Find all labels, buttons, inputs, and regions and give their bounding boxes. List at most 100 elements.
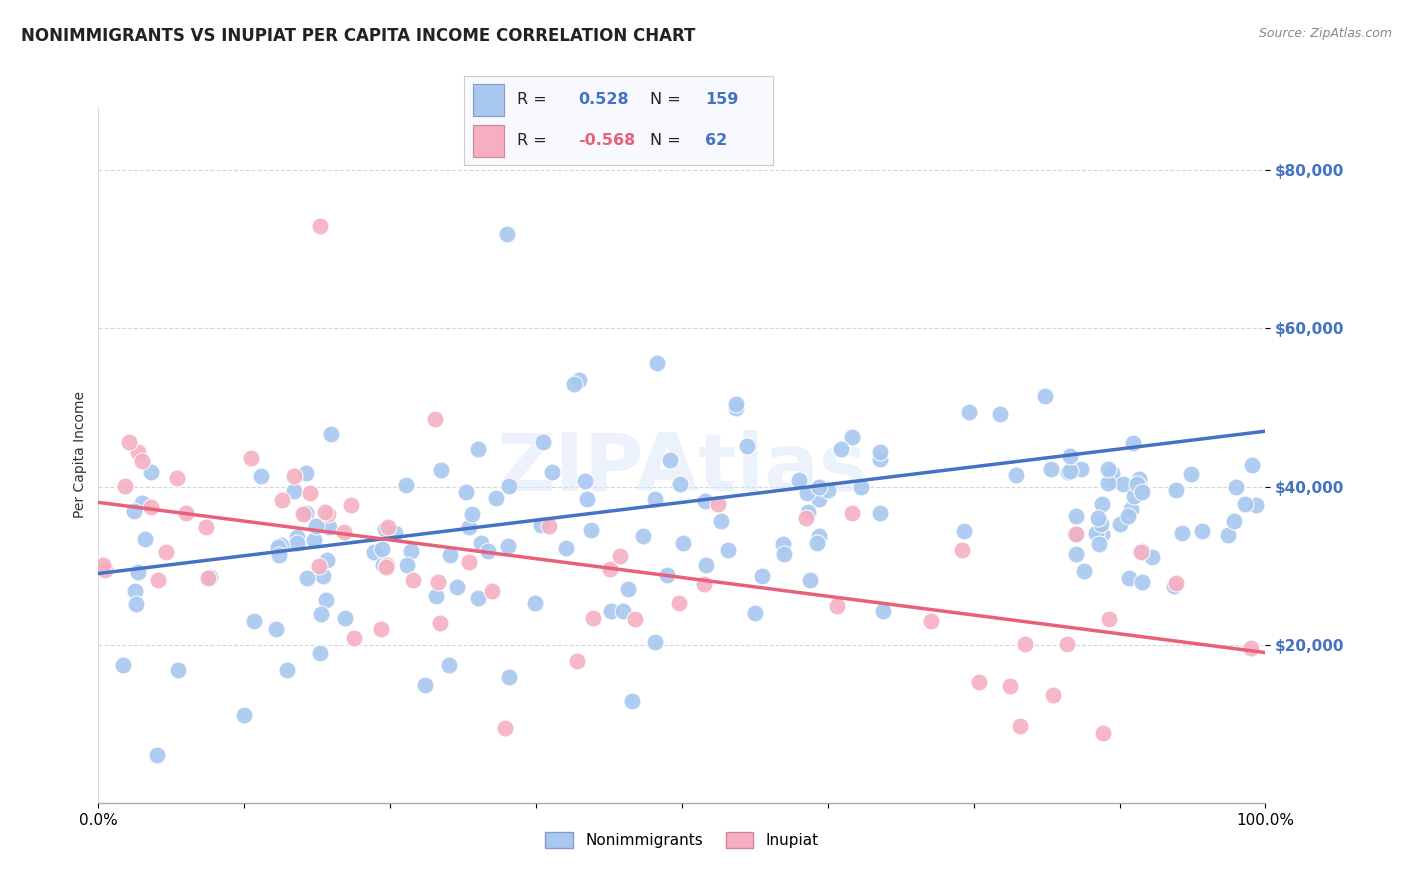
Point	[693, 493, 716, 508]
Point	[1056, 637, 1078, 651]
Point	[574, 475, 596, 489]
Point	[1090, 516, 1112, 531]
Point	[1121, 502, 1143, 516]
Point	[1118, 571, 1140, 585]
Point	[609, 549, 631, 564]
Point	[1042, 689, 1064, 703]
Point	[295, 466, 318, 480]
Point	[530, 517, 553, 532]
Point	[1163, 578, 1185, 592]
Point	[319, 427, 342, 442]
Point	[314, 504, 336, 518]
Point	[467, 442, 489, 457]
Point	[498, 670, 520, 684]
Text: 159: 159	[706, 93, 738, 107]
Point	[363, 544, 385, 558]
Point	[1240, 458, 1263, 473]
Point	[423, 412, 446, 426]
Point	[249, 469, 271, 483]
Point	[1125, 476, 1147, 491]
Point	[1059, 449, 1081, 463]
Point	[872, 604, 894, 618]
Point	[1101, 473, 1123, 487]
Point	[267, 548, 290, 562]
Point	[568, 373, 591, 387]
Point	[198, 570, 221, 584]
Point	[1091, 497, 1114, 511]
Text: R =: R =	[516, 134, 551, 148]
Point	[1191, 524, 1213, 539]
Point	[537, 519, 560, 533]
Point	[467, 591, 489, 605]
Point	[533, 435, 555, 450]
Point	[555, 541, 578, 555]
Point	[134, 533, 156, 547]
Point	[371, 558, 394, 572]
Point	[1091, 527, 1114, 541]
Point	[1216, 527, 1239, 541]
Point	[1130, 574, 1153, 589]
Point	[1122, 490, 1144, 504]
Point	[298, 486, 321, 500]
Point	[1064, 527, 1087, 541]
Point	[807, 480, 830, 494]
Point	[672, 536, 695, 550]
Point	[564, 377, 586, 392]
Point	[276, 663, 298, 677]
Text: N =: N =	[650, 93, 686, 107]
Point	[710, 514, 733, 528]
Point	[1122, 436, 1144, 450]
Point	[127, 445, 149, 459]
Point	[1109, 517, 1132, 532]
Point	[1140, 549, 1163, 564]
Point	[799, 574, 821, 588]
Point	[599, 562, 621, 576]
Point	[717, 543, 740, 558]
Text: ZIPAtlas: ZIPAtlas	[496, 430, 868, 508]
Point	[498, 539, 520, 553]
Point	[384, 526, 406, 541]
Point	[841, 506, 863, 520]
Point	[477, 544, 499, 558]
Point	[695, 558, 717, 573]
Text: 62: 62	[706, 134, 727, 148]
Point	[131, 496, 153, 510]
Point	[967, 675, 990, 690]
Point	[612, 604, 634, 618]
Point	[1234, 497, 1257, 511]
Point	[470, 536, 492, 550]
Point	[309, 219, 332, 233]
Point	[285, 536, 308, 550]
Point	[817, 483, 839, 498]
Point	[285, 530, 308, 544]
Point	[644, 634, 666, 648]
Point	[481, 584, 503, 599]
FancyBboxPatch shape	[474, 125, 505, 157]
Point	[724, 397, 747, 411]
Point	[669, 477, 692, 491]
Point	[796, 486, 818, 500]
Point	[437, 657, 460, 672]
Point	[315, 553, 337, 567]
Point	[1033, 389, 1056, 403]
Point	[1091, 726, 1114, 740]
Point	[295, 571, 318, 585]
Point	[333, 611, 356, 625]
Point	[294, 506, 316, 520]
Point	[624, 612, 647, 626]
Point	[292, 507, 315, 521]
Point	[735, 439, 758, 453]
Point	[343, 632, 366, 646]
Point	[668, 596, 690, 610]
Point	[401, 544, 423, 558]
Point	[523, 596, 546, 610]
Point	[827, 599, 849, 614]
Point	[1240, 640, 1263, 655]
Point	[375, 558, 398, 573]
Point	[395, 558, 418, 573]
Point	[139, 500, 162, 514]
FancyBboxPatch shape	[474, 84, 505, 116]
Point	[460, 507, 482, 521]
Point	[806, 536, 828, 550]
Point	[232, 707, 254, 722]
